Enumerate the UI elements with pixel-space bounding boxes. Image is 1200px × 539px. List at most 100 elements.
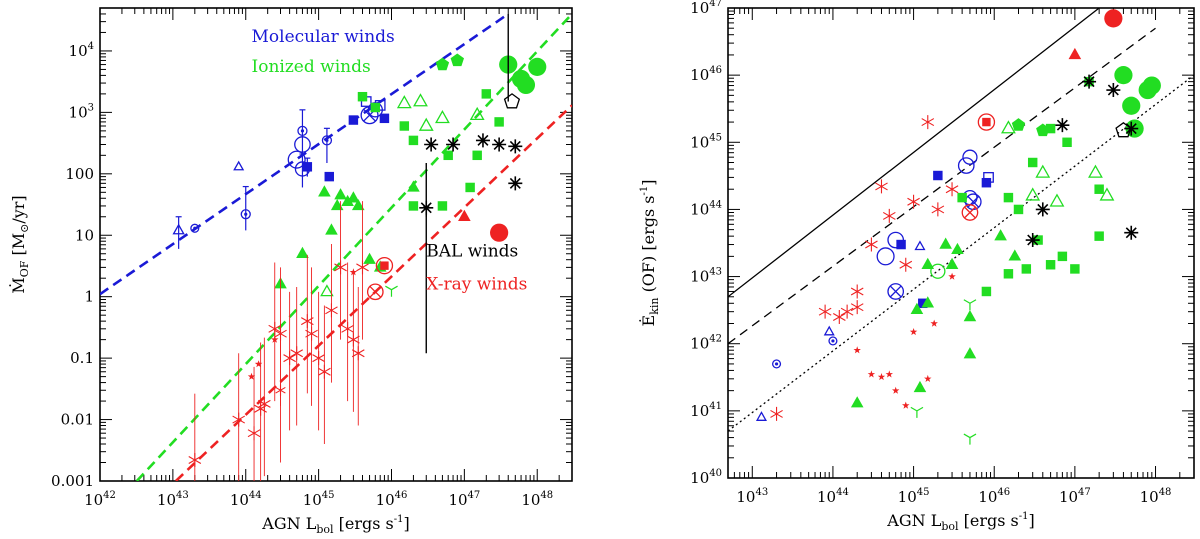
data-point: [875, 179, 888, 194]
data-point: [366, 283, 384, 301]
data-point: [910, 406, 924, 418]
data-point: [1057, 251, 1068, 262]
data-point: [1068, 47, 1082, 60]
data-point: [458, 209, 471, 221]
data-point: [963, 347, 977, 359]
data-point: [994, 229, 1007, 241]
data-point: [1094, 184, 1104, 194]
data-point: [755, 411, 767, 421]
data-point: [370, 102, 381, 113]
x-tick-label: 1045: [898, 487, 930, 506]
data-point: [494, 117, 504, 127]
data-point: [963, 309, 977, 322]
data-point: [1115, 121, 1132, 138]
data-point: [840, 304, 854, 319]
data-point: [1114, 66, 1133, 85]
data-point: [508, 139, 523, 154]
data-point: [375, 256, 394, 275]
data-point: [190, 223, 200, 233]
data-point: [957, 192, 967, 203]
series-bal-winds: [419, 93, 523, 217]
data-point: [1055, 118, 1070, 133]
data-point: [240, 209, 251, 220]
data-point: [1027, 157, 1038, 168]
data-point: [1011, 118, 1026, 131]
data-point: [1082, 74, 1097, 89]
data-point: [1104, 9, 1123, 28]
data-point: [828, 336, 838, 346]
data-point: [865, 237, 878, 252]
data-point-dot: [300, 129, 305, 133]
data-point: [1003, 192, 1014, 203]
data-point: [1106, 83, 1121, 98]
data-point: [896, 239, 906, 250]
data-point: [1035, 164, 1051, 178]
data-point: [446, 137, 461, 152]
x-tick-label: 1048: [521, 490, 553, 509]
xray-error-bars: [194, 201, 363, 481]
data-point: [867, 370, 876, 378]
data-point: [347, 191, 360, 203]
data-point: [341, 194, 354, 207]
data-point-dot: [193, 226, 197, 230]
data-point: [233, 160, 245, 171]
data-point: [1142, 76, 1161, 95]
data-point: [902, 401, 910, 409]
data-point: [481, 89, 492, 99]
data-point: [962, 149, 978, 165]
x-tick-label: 1045: [303, 490, 335, 509]
x-tick-label: 1046: [376, 490, 408, 509]
data-point: [172, 223, 185, 235]
y-tick-label: 1044: [690, 199, 722, 218]
data-point: [321, 135, 333, 146]
data-point: [939, 237, 952, 249]
data-point: [850, 300, 864, 315]
y-tick-label: 1: [84, 288, 94, 306]
data-point: [887, 283, 905, 300]
data-point: [892, 386, 900, 394]
data-point: [254, 360, 263, 368]
data-point-cross: [889, 285, 902, 298]
data-point: [318, 185, 331, 197]
y-tick-label: 1043: [690, 267, 722, 286]
data-point-cross: [369, 285, 382, 298]
data-point: [850, 396, 864, 408]
data-point: [1025, 233, 1040, 248]
y-tick-label: 1047: [690, 0, 722, 17]
data-point-dot: [774, 362, 779, 366]
data-point: [850, 284, 864, 299]
x-tick-label: 1044: [230, 490, 262, 509]
data-point: [930, 319, 938, 327]
data-point: [945, 257, 959, 269]
data-point: [296, 246, 309, 258]
plot-area: [728, 8, 1194, 445]
data-point: [914, 240, 926, 251]
data-point: [492, 137, 507, 152]
y-axis-label: Ėkin (OF) [ergs s-1]: [638, 180, 661, 327]
data-point: [933, 170, 943, 181]
data-point: [945, 182, 959, 197]
data-point: [921, 296, 935, 308]
data-point: [961, 204, 979, 221]
data-point: [324, 171, 334, 182]
dashed-line: [728, 27, 1156, 345]
data-point: [1062, 137, 1072, 148]
y-tick-label: 1045: [690, 132, 722, 151]
x-tick-label: 1043: [736, 487, 768, 506]
data-point: [508, 176, 523, 191]
data-point: [924, 374, 932, 382]
data-point: [948, 272, 956, 280]
data-point-square: [380, 261, 389, 270]
data-point: [408, 135, 419, 146]
y-tick-label: 0.1: [70, 349, 94, 367]
plot-frame: [727, 7, 1195, 479]
data-point: [910, 302, 924, 314]
data-point: [918, 298, 928, 309]
y-tick-label: 100: [65, 165, 94, 183]
x-tick-label: 1046: [978, 487, 1010, 506]
data-point: [921, 257, 935, 269]
data-point: [408, 201, 419, 211]
series-x-ray-winds: [770, 9, 1123, 421]
data-point: [909, 328, 918, 336]
